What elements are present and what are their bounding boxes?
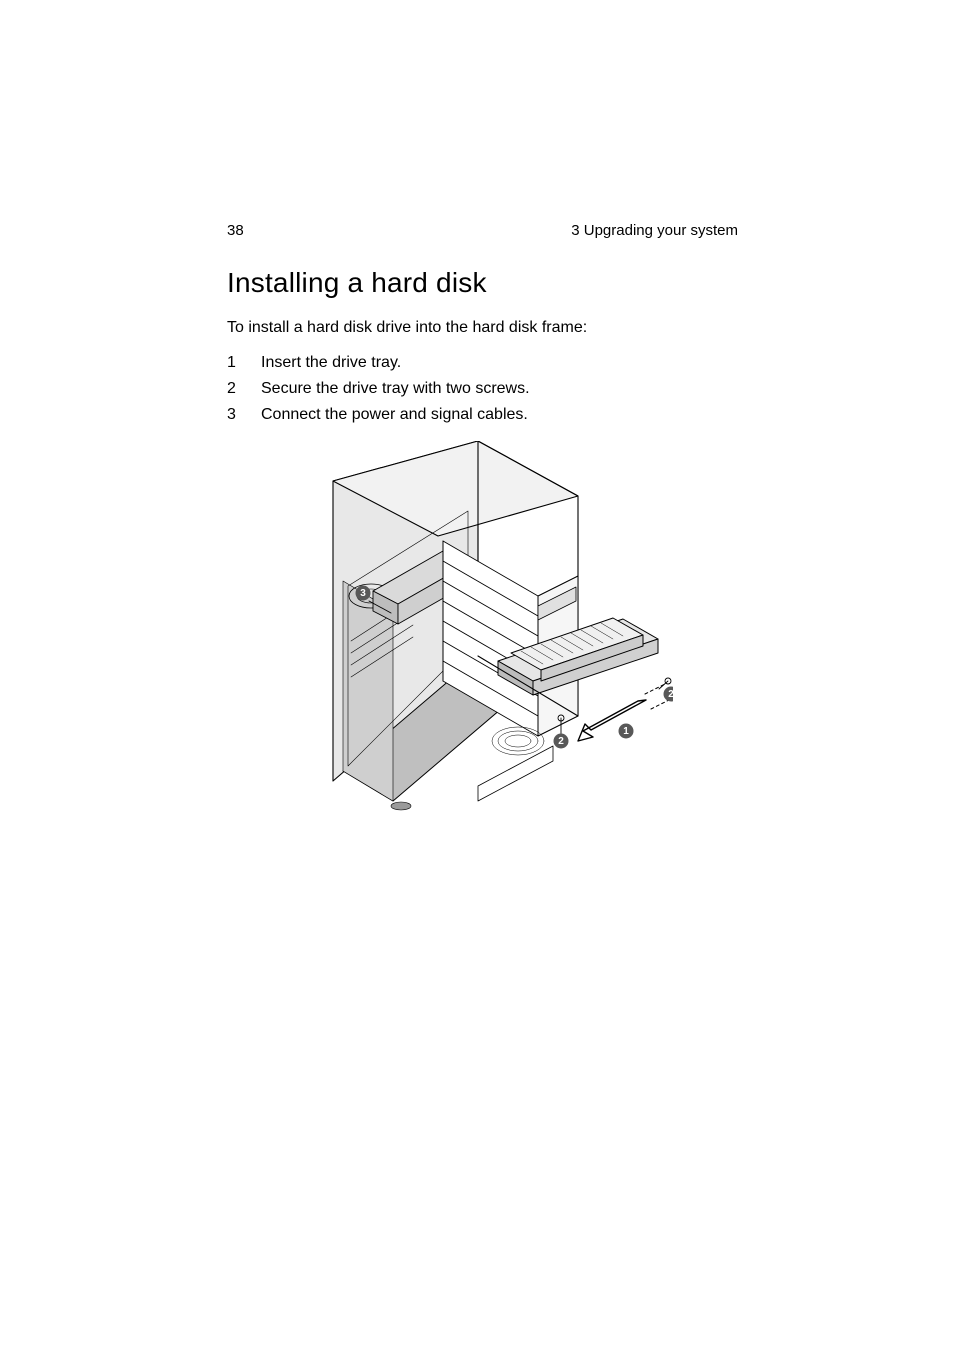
page: 38 3 Upgrading your system Installing a … [0,0,954,1351]
svg-text:3: 3 [360,588,366,599]
step-text: Secure the drive tray with two screws. [261,377,530,401]
step-text: Insert the drive tray. [261,351,401,375]
page-number: 38 [227,222,244,239]
chapter-reference: 3 Upgrading your system [571,222,738,239]
step-list: 1 Insert the drive tray. 2 Secure the dr… [227,351,738,427]
chassis-illustration: 1 2 2 3 [293,441,673,831]
svg-text:1: 1 [623,726,629,737]
step-item: 3 Connect the power and signal cables. [227,403,738,427]
intro-text: To install a hard disk drive into the ha… [227,317,738,339]
svg-text:2: 2 [558,736,564,747]
step-number: 2 [227,377,261,401]
figure: 1 2 2 3 [227,441,738,831]
step-item: 1 Insert the drive tray. [227,351,738,375]
step-text: Connect the power and signal cables. [261,403,528,427]
step-item: 2 Secure the drive tray with two screws. [227,377,738,401]
running-head: 38 3 Upgrading your system [227,222,738,239]
content: Installing a hard disk To install a hard… [227,267,738,831]
svg-text:2: 2 [668,689,673,700]
step-number: 1 [227,351,261,375]
section-title: Installing a hard disk [227,267,738,299]
step-number: 3 [227,403,261,427]
